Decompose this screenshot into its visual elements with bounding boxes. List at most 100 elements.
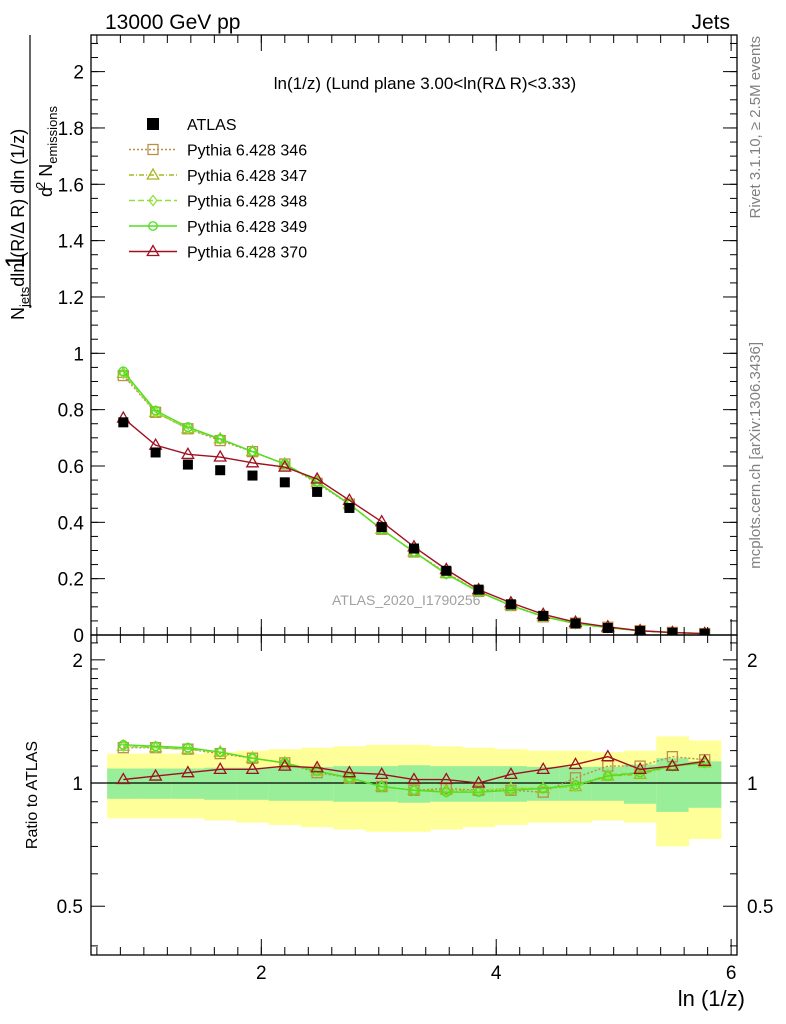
band-inner-14 — [559, 766, 593, 801]
ratio-2-point-13 — [538, 782, 549, 795]
data-point-5 — [279, 477, 290, 488]
data-point-11 — [473, 584, 484, 595]
plot-title: ln(1/z) (Lund plane 3.00<ln(RΔ R)<3.33) — [274, 74, 576, 93]
data-point-3 — [215, 465, 226, 476]
series-3-point-0 — [118, 366, 129, 377]
ratio-3-point-3 — [215, 747, 226, 758]
data-point-16 — [635, 626, 646, 635]
ratio-2-point-6 — [312, 764, 322, 778]
series-4-point-4 — [245, 455, 260, 468]
legend-marker-0 — [147, 143, 159, 156]
ratio-tick-label-r-1: 1 — [747, 774, 758, 795]
ratio-4-point-13 — [536, 762, 551, 775]
ratio-tick-label-1: 1 — [72, 774, 83, 795]
series-3-point-2 — [182, 422, 193, 432]
ratio-4-point-11 — [471, 775, 486, 788]
axes: 0 0.2 0.4 0.6 0.8 1 1.2 1.4 1.6 1.8 2 2 4 6 0.5 0.5 1 1 2 2 — [57, 35, 773, 984]
ratio-4-point-7 — [342, 765, 357, 778]
y-axis-label: 1 Njetsdln (R/Δ R) dln (1/z) 2 Nemission… — [0, 35, 60, 320]
y-tick-label-3: 0.6 — [58, 457, 84, 478]
ratio-3-point-7 — [344, 772, 355, 783]
legend-label-3: Pythia 6.428 349 — [187, 219, 307, 236]
ratio-4-point-16 — [633, 762, 647, 775]
series-3-point-1 — [150, 405, 161, 416]
ratio-line-4 — [123, 755, 705, 784]
y-tick-label-6: 1.2 — [58, 288, 84, 309]
band-inner-5 — [268, 766, 302, 801]
ratio-4-point-12 — [504, 767, 518, 780]
ratio-2-point-10 — [441, 786, 452, 799]
band-inner-4 — [236, 767, 270, 800]
ratio-3-point-6 — [312, 766, 323, 776]
data-point-8 — [376, 522, 387, 533]
ratio-3-point-1 — [150, 741, 161, 752]
data-point-10 — [441, 565, 452, 576]
band-inner-3 — [204, 767, 237, 800]
series-4-point-5 — [277, 459, 292, 472]
data-point-0 — [118, 417, 129, 428]
data-point-17 — [667, 627, 678, 635]
legend-marker-4 — [146, 244, 160, 257]
mcplots-label: mcplots.cern.ch [arXiv:1306.3436] — [747, 342, 764, 569]
x-tick-label-0: 2 — [256, 963, 267, 984]
ratio-3-point-5 — [279, 757, 290, 768]
ratio-3-point-2 — [182, 742, 193, 753]
legend-marker-2 — [148, 194, 158, 207]
ratio-bands — [91, 736, 737, 847]
ratio-3-point-10 — [441, 787, 452, 798]
series-3-point-3 — [215, 434, 226, 444]
ratio-0-point-14 — [569, 772, 582, 784]
data-point-1 — [150, 447, 161, 458]
ratio-4-point-1 — [148, 768, 163, 781]
ratio-4-point-6 — [310, 760, 324, 773]
ratio-3-point-16 — [635, 767, 646, 778]
ratio-4-point-9 — [407, 772, 421, 785]
svg-text:2 Nemissions: 2 Nemissions — [33, 105, 60, 189]
ratio-4-point-18 — [697, 754, 712, 766]
ratio-2-point-8 — [376, 780, 387, 793]
ratio-4-point-5 — [277, 758, 292, 771]
ratio-3-point-0 — [118, 739, 129, 750]
svg-text:1: 1 — [0, 253, 30, 268]
y-tick-label-2: 0.4 — [58, 513, 85, 534]
svg-text:d: d — [36, 187, 56, 197]
legend-marker-1 — [146, 167, 160, 180]
ratio-4-point-4 — [245, 762, 260, 775]
ratio-2-point-3 — [215, 746, 226, 759]
ratio-2-point-5 — [279, 756, 290, 769]
y-tick-label-5: 1 — [73, 344, 84, 365]
x-tick-label-2: 6 — [726, 963, 737, 984]
ratio-3-point-14 — [570, 779, 581, 790]
ratio-3-point-11 — [473, 787, 484, 798]
energy-label: 13000 GeV pp — [105, 11, 240, 34]
legend-marker-data — [147, 118, 159, 130]
ratio-4-point-8 — [374, 767, 389, 780]
legend-label-4: Pythia 6.428 370 — [187, 245, 307, 262]
series-3-point-4 — [247, 446, 258, 457]
ratio-4-point-17 — [665, 758, 680, 771]
rivet-label: Rivet 3.1.10, ≥ 2.5M events — [747, 36, 764, 219]
band-inner-18 — [688, 761, 722, 808]
ratio-line-2 — [123, 745, 705, 793]
band-inner-15 — [591, 766, 625, 801]
y-tick-label-9: 1.8 — [58, 119, 84, 140]
data-point-9 — [409, 543, 419, 554]
ratio-3-point-15 — [602, 771, 613, 781]
data-point-7 — [344, 502, 355, 513]
legend-marker-3 — [148, 221, 158, 231]
ratio-2-point-9 — [409, 784, 419, 797]
data-point-4 — [247, 470, 258, 481]
y-tick-label-1: 0.2 — [58, 570, 84, 591]
ratio-3-point-12 — [505, 785, 516, 796]
ratio-0-point-16 — [634, 760, 646, 772]
series-4-point-6 — [310, 471, 324, 484]
x-tick-label-1: 4 — [491, 963, 502, 984]
ratio-tick-label-r-0: 0.5 — [747, 897, 773, 918]
data-point-18 — [699, 628, 710, 635]
ratio-line-0 — [123, 746, 705, 793]
ratio-4-point-3 — [213, 762, 228, 775]
data-point-15 — [602, 622, 613, 633]
ratio-3-point-13 — [538, 783, 549, 794]
data-point-13 — [538, 610, 549, 621]
